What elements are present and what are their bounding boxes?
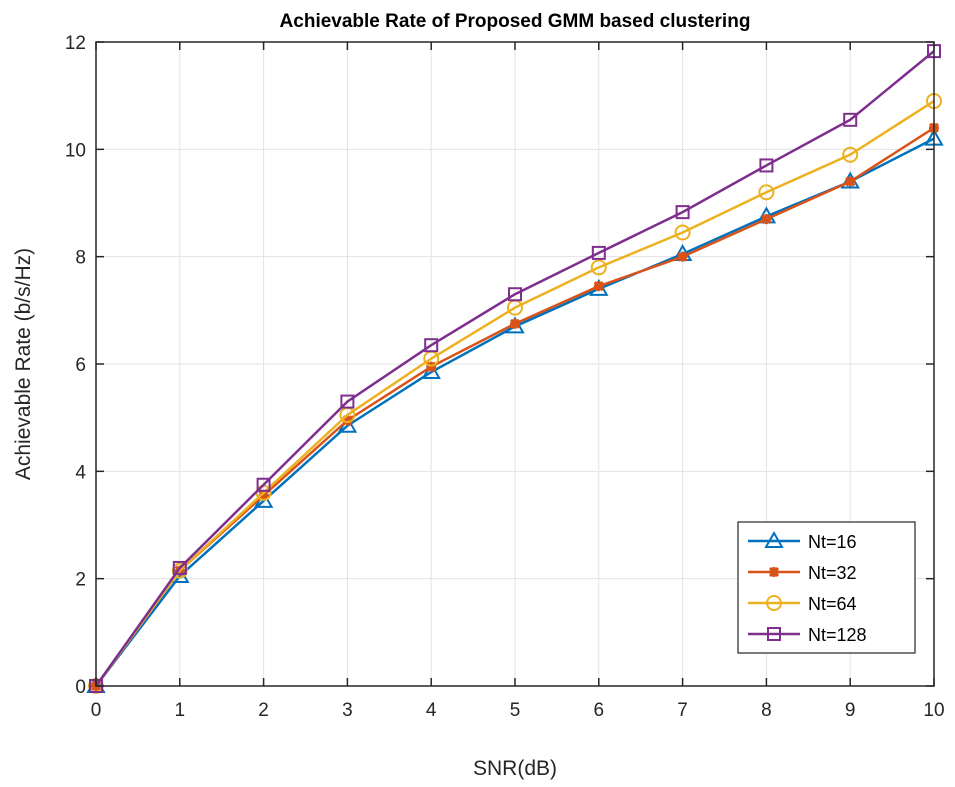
legend-label: Nt=16 — [808, 532, 857, 552]
series-line — [94, 99, 935, 687]
data-point — [764, 530, 784, 548]
y-tick-label: 8 — [75, 248, 86, 269]
x-tick-label: 0 — [91, 700, 102, 721]
y-tick-label: 2 — [75, 570, 86, 591]
data-point — [761, 214, 772, 225]
data-point — [674, 224, 691, 241]
y-axis-label: Achievable Rate (b/s/Hz) — [12, 248, 35, 480]
x-tick-label: 9 — [845, 700, 856, 721]
chart-title: Achievable Rate of Proposed GMM based cl… — [280, 11, 751, 32]
data-point — [766, 595, 782, 611]
data-point — [172, 560, 187, 575]
data-point — [758, 184, 775, 201]
legend-item: Nt=64 — [748, 594, 857, 614]
data-point — [845, 176, 856, 187]
data-point — [759, 158, 774, 173]
data-point — [508, 287, 522, 302]
x-tick-label: 10 — [923, 700, 944, 721]
data-point — [421, 362, 441, 380]
legend-item: Nt=16 — [748, 530, 857, 552]
data-point — [342, 415, 353, 426]
data-point — [590, 259, 607, 276]
x-tick-label: 3 — [342, 700, 353, 721]
data-point — [256, 477, 271, 492]
data-point — [768, 566, 780, 578]
data-point — [426, 361, 437, 372]
data-point — [593, 281, 604, 292]
data-point — [767, 627, 781, 641]
data-point — [509, 318, 521, 329]
y-tick-label: 6 — [75, 355, 86, 376]
legend-label: Nt=128 — [808, 625, 867, 645]
x-tick-label: 2 — [258, 700, 269, 721]
legend-item: Nt=128 — [748, 625, 867, 645]
legend-label: Nt=64 — [808, 594, 857, 614]
x-tick-label: 6 — [594, 700, 605, 721]
x-tick-label: 8 — [761, 700, 772, 721]
data-point — [424, 338, 439, 353]
x-tick-label: 4 — [426, 700, 437, 721]
legend-item: Nt=32 — [748, 563, 857, 583]
series-Nt=64 — [88, 93, 942, 694]
y-tick-label: 0 — [75, 677, 86, 698]
y-tick-label: 12 — [65, 33, 86, 54]
data-point — [675, 205, 690, 220]
series-line — [94, 50, 935, 687]
legend: Nt=16 Nt=32 Nt=64 Nt=128 — [737, 521, 916, 654]
legend-label: Nt=32 — [808, 563, 857, 583]
x-tick-label: 5 — [510, 700, 521, 721]
x-tick-label: 1 — [175, 700, 186, 721]
data-point — [677, 251, 688, 262]
x-tick-label: 7 — [677, 700, 688, 721]
data-point — [842, 146, 859, 163]
y-tick-label: 10 — [65, 140, 86, 161]
x-axis-label: SNR(dB) — [473, 757, 557, 780]
data-point — [258, 490, 269, 501]
y-tick-label: 4 — [75, 462, 86, 483]
data-point — [843, 112, 858, 127]
series-lines — [86, 44, 944, 694]
data-point — [591, 245, 606, 260]
data-point — [340, 394, 355, 409]
